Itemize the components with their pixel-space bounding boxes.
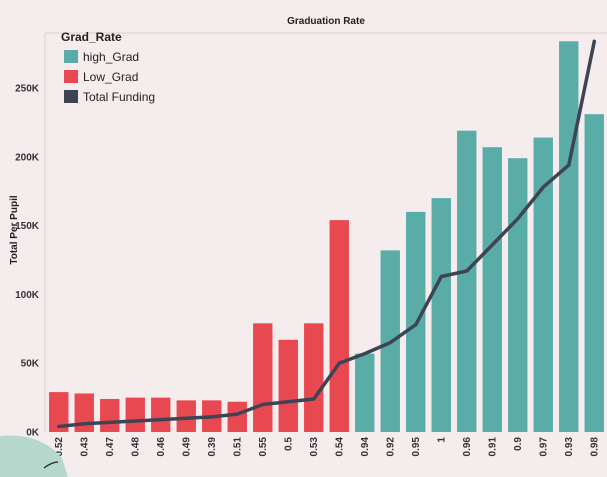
- x-tick-label: 0.5: [283, 437, 294, 451]
- x-tick-label: 0.91: [487, 437, 498, 457]
- bar-low-grad: [74, 393, 94, 432]
- x-tick-label: 0.92: [385, 437, 396, 457]
- x-tick-label: 0.93: [564, 437, 575, 457]
- chart-title: Graduation Rate: [287, 16, 365, 27]
- legend-swatch: [64, 50, 78, 63]
- x-tick-label: 0.95: [411, 437, 422, 457]
- bar-low-grad: [176, 400, 196, 432]
- bar-high-grad: [355, 353, 375, 432]
- legend-entry-label: Low_Grad: [83, 70, 138, 84]
- x-tick-label: 0.39: [207, 437, 218, 457]
- x-tick-label: 0.43: [79, 437, 90, 457]
- bar-high-grad: [584, 114, 604, 432]
- bar-high-grad: [482, 147, 502, 433]
- x-tick-label: 0.53: [309, 437, 320, 457]
- x-tick-label: 0.97: [538, 437, 549, 457]
- y-tick-label: 250K: [15, 84, 40, 95]
- x-tick-label: 0.47: [105, 437, 116, 457]
- bar-low-grad: [125, 397, 145, 432]
- x-tick-label: 0.48: [130, 437, 141, 457]
- bar-high-grad: [457, 130, 477, 432]
- bar-series: [49, 41, 604, 433]
- y-axis-ticks: 0K 50K 100K 150K 200K 250K: [15, 84, 40, 439]
- y-axis-title: Total Per Pupil: [9, 195, 20, 264]
- bar-low-grad: [329, 220, 349, 432]
- total-funding-line: [57, 39, 597, 429]
- bar-low-grad: [151, 397, 171, 432]
- x-tick-label: 0.46: [156, 437, 167, 457]
- bar-low-grad: [253, 323, 273, 432]
- x-tick-label: 0.9: [513, 437, 524, 451]
- x-tick-label: 0.52: [54, 437, 65, 457]
- bar-low-grad: [278, 339, 298, 432]
- bar-low-grad: [100, 398, 120, 432]
- legend-title: Grad_Rate: [61, 30, 122, 44]
- bar-low-grad: [304, 323, 324, 432]
- legend-swatch: [64, 70, 78, 83]
- y-tick-label: 200K: [15, 152, 40, 163]
- bar-high-grad: [533, 137, 553, 432]
- bar-high-grad: [508, 158, 528, 433]
- y-tick-label: 0K: [26, 428, 40, 439]
- x-axis-ticks: 0.52 0.43 0.47 0.48 0.46 0.49 0.39 0.51 0.55 0.5 0…: [54, 437, 601, 457]
- bar-high-grad: [559, 41, 579, 432]
- legend-entry-label: high_Grad: [83, 50, 139, 64]
- x-tick-label: 0.54: [334, 437, 345, 457]
- x-tick-label: 1: [436, 437, 447, 443]
- bar-high-grad: [431, 198, 451, 432]
- bar-low-grad: [227, 401, 247, 432]
- x-tick-label: 0.94: [360, 437, 371, 457]
- y-tick-label: 100K: [15, 290, 40, 301]
- y-tick-label: 150K: [15, 221, 40, 232]
- legend: Grad_Rate high_Grad Low_Grad Total Funding: [61, 30, 155, 104]
- bar-low-grad: [49, 392, 69, 432]
- corner-decoration-stroke: [43, 461, 59, 469]
- total-funding-series: [57, 39, 597, 429]
- corner-decoration: [0, 435, 68, 477]
- legend-entry-label: Total Funding: [83, 90, 155, 104]
- legend-swatch: [64, 90, 78, 103]
- y-tick-label: 50K: [21, 359, 40, 370]
- x-tick-label: 0.96: [462, 437, 473, 457]
- x-tick-label: 0.98: [589, 437, 600, 457]
- x-tick-label: 0.49: [181, 437, 192, 457]
- x-tick-label: 0.51: [232, 437, 243, 457]
- x-tick-label: 0.55: [258, 437, 269, 457]
